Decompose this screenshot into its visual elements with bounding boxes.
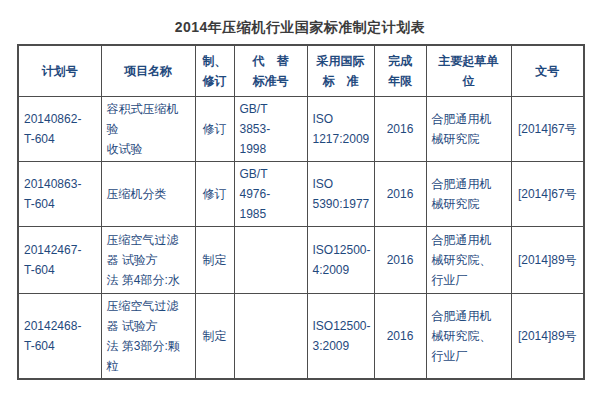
cell-completion-year: 2016 (374, 226, 426, 293)
cell-doc-number: [2014]67号 (511, 96, 584, 161)
cell-replaced-standard: GB/T 3853- 1998 (234, 96, 307, 161)
cell-revision-type: 制定 (195, 293, 234, 379)
cell-replaced-standard: GB/T 4976- 1985 (234, 161, 307, 226)
cell-replaced-standard (234, 226, 307, 293)
col-header-drafting-unit: 主要起草单 位 (426, 45, 511, 96)
cell-plan-number: 20140863- T-604 (18, 161, 101, 226)
col-header-revision-type: 制、 修订 (195, 45, 234, 96)
cell-doc-number: [2014]89号 (511, 226, 584, 293)
cell-project-name: 容积式压缩机验 收试验 (101, 96, 195, 161)
page-title: 2014年压缩机行业国家标准制定计划表 (0, 0, 600, 37)
cell-project-name: 压缩空气过滤 器 试验方 法 第3部分:颗 粒 (101, 293, 195, 379)
table-row: 20140863- T-604 压缩机分类 修订 GB/T 4976- 1985… (18, 161, 584, 226)
cell-intl-standard: ISO12500- 3:2009 (307, 293, 374, 379)
cell-revision-type: 修订 (195, 96, 234, 161)
cell-intl-standard: ISO 1217:2009 (307, 96, 374, 161)
cell-drafting-unit: 合肥通用机 械研究院、 行业厂 (426, 226, 511, 293)
cell-drafting-unit: 合肥通用机 械研究院 (426, 161, 511, 226)
cell-drafting-unit: 合肥通用机 械研究院、 行业厂 (426, 293, 511, 379)
cell-plan-number: 20142468- T-604 (18, 293, 101, 379)
standards-plan-table: 计划号 项目名称 制、 修订 代 替 标准号 采用国际 标 准 完成 年限 主要… (17, 44, 585, 380)
cell-doc-number: [2014]89号 (511, 293, 584, 379)
col-header-plan-number: 计划号 (18, 45, 101, 96)
col-header-intl-standard: 采用国际 标 准 (307, 45, 374, 96)
cell-revision-type: 修订 (195, 161, 234, 226)
cell-drafting-unit: 合肥通用机 械研究院 (426, 96, 511, 161)
cell-completion-year: 2016 (374, 293, 426, 379)
cell-project-name: 压缩空气过滤 器 试验方 法 第4部分:水 (101, 226, 195, 293)
table-header-row: 计划号 项目名称 制、 修订 代 替 标准号 采用国际 标 准 完成 年限 主要… (18, 45, 584, 96)
cell-completion-year: 2016 (374, 161, 426, 226)
cell-completion-year: 2016 (374, 96, 426, 161)
cell-doc-number: [2014]67号 (511, 161, 584, 226)
cell-revision-type: 制定 (195, 226, 234, 293)
cell-intl-standard: ISO12500- 4:2009 (307, 226, 374, 293)
col-header-project-name: 项目名称 (101, 45, 195, 96)
col-header-doc-number: 文号 (511, 45, 584, 96)
col-header-completion-year: 完成 年限 (374, 45, 426, 96)
cell-plan-number: 20142467- T-604 (18, 226, 101, 293)
cell-plan-number: 20140862- T-604 (18, 96, 101, 161)
table-row: 20142467- T-604 压缩空气过滤 器 试验方 法 第4部分:水 制定… (18, 226, 584, 293)
cell-replaced-standard (234, 293, 307, 379)
cell-intl-standard: ISO 5390:1977 (307, 161, 374, 226)
col-header-replaced-standard: 代 替 标准号 (234, 45, 307, 96)
table-row: 20140862- T-604 容积式压缩机验 收试验 修订 GB/T 3853… (18, 96, 584, 161)
cell-project-name: 压缩机分类 (101, 161, 195, 226)
document-page: 2014年压缩机行业国家标准制定计划表 计划号 项目名称 制、 修订 代 替 标… (0, 0, 600, 400)
table-row: 20142468- T-604 压缩空气过滤 器 试验方 法 第3部分:颗 粒 … (18, 293, 584, 379)
